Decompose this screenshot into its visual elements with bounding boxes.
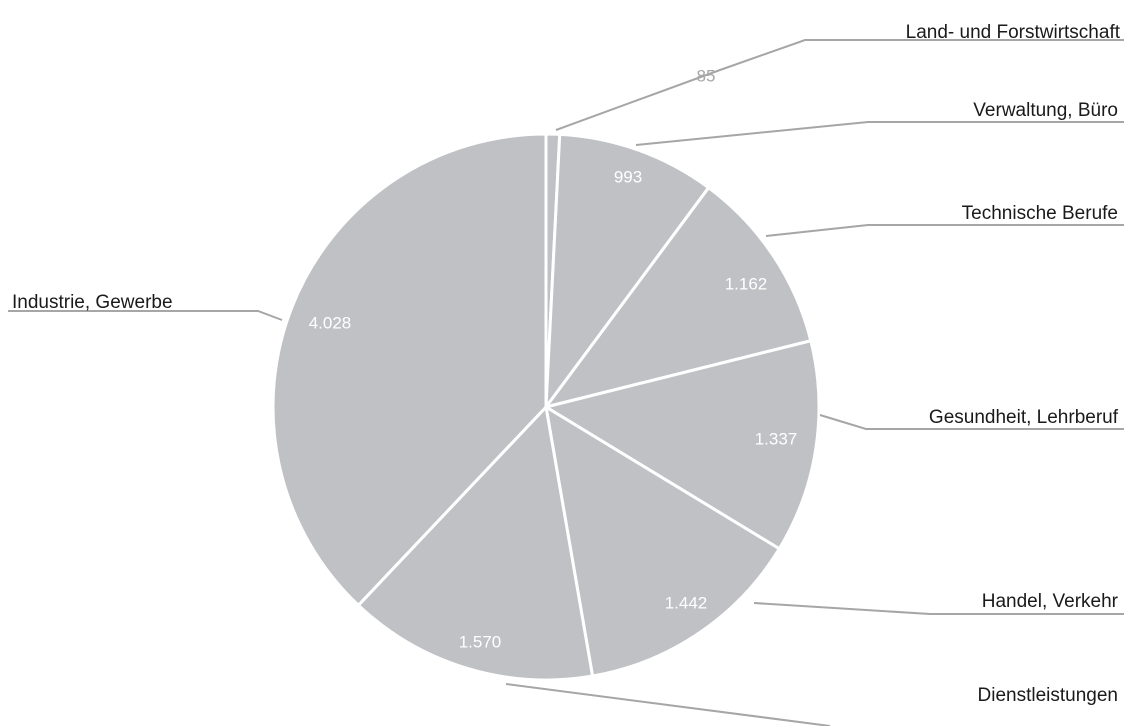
leader-line-industrie-gewerbe	[8, 310, 283, 321]
leader-line-handel-verkehr	[753, 602, 1124, 615]
category-label-industrie-gewerbe: Industrie, Gewerbe	[12, 292, 173, 313]
pie-slices	[271, 132, 821, 682]
leader-line-gesundheit-lehrberuf	[819, 414, 1124, 430]
pie-slice-gesundheit-lehrberuf	[544, 339, 821, 551]
leader-line-technische-berufe	[765, 224, 1124, 237]
pie-slice-verwaltung-buero	[544, 132, 711, 409]
leader-line-verwaltung-buero	[635, 121, 1124, 146]
pie-slice-industrie-gewerbe	[271, 132, 548, 607]
value-label-land-und-forstwirtschaft: 85	[697, 66, 716, 85]
value-label-technische-berufe: 1.162	[725, 274, 768, 293]
category-label-technische-berufe: Technische Berufe	[962, 203, 1118, 224]
leader-line-dienstleistungen	[505, 683, 831, 726]
value-labels: 85 993 1.162 1.337 1.442 1.570 4.028	[309, 66, 798, 651]
value-label-gesundheit-lehrberuf: 1.337	[755, 429, 798, 448]
category-label-verwaltung-buero: Verwaltung, Büro	[973, 100, 1118, 121]
category-labels: Land- und Forstwirtschaft Verwaltung, Bür…	[12, 22, 1121, 706]
leader-line-land-und-forstwirtschaft	[555, 39, 1124, 131]
pie-slice-technische-berufe	[544, 186, 813, 409]
category-label-land-und-forstwirtschaft: Land- und Forstwirtschaft	[906, 22, 1121, 43]
category-label-dienstleistungen: Dienstleistungen	[978, 685, 1118, 706]
pie-slice-dienstleistungen	[356, 405, 595, 682]
value-label-verwaltung-buero: 993	[614, 167, 642, 186]
category-label-handel-verkehr: Handel, Verkehr	[982, 591, 1119, 612]
value-label-handel-verkehr: 1.442	[665, 593, 708, 612]
value-label-industrie-gewerbe: 4.028	[309, 313, 352, 332]
pie-slice-handel-verkehr	[544, 405, 781, 678]
category-label-gesundheit-lehrberuf: Gesundheit, Lehrberuf	[929, 407, 1119, 428]
leader-lines	[8, 39, 1124, 726]
value-label-dienstleistungen: 1.570	[459, 632, 502, 651]
